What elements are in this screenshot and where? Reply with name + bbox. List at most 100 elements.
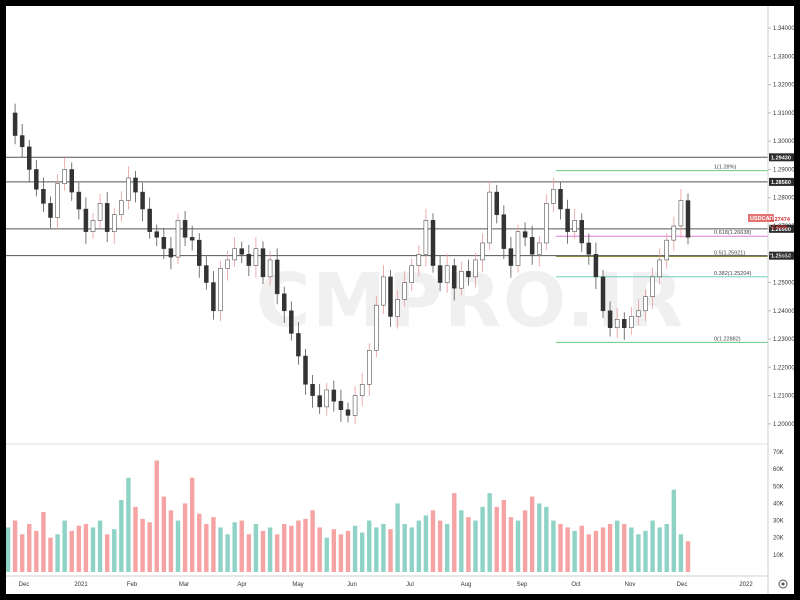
volume-bar [69,530,74,572]
candle-body [27,146,32,170]
settings-button[interactable] [778,579,788,589]
volume-bar [537,503,542,572]
volume-bar [296,520,301,572]
candle-body [508,248,514,266]
price-tick-label: 1.31000 [773,111,794,117]
volume-bar [246,534,252,572]
volume-bar [593,530,599,572]
candle-body [225,259,230,269]
candle-body [267,259,273,278]
candle-body [317,395,322,408]
level-badge [769,224,794,233]
volume-bar [657,527,662,572]
price-tick-label: 1.27000 [773,224,794,230]
volume-bar [175,520,181,572]
horizontal-levels: 1.29430 1.28560 1.26900 1.25950 [6,153,794,260]
candle-body [600,276,606,312]
candle-body [296,333,301,357]
candle-body [232,248,237,261]
candle-body [558,189,563,210]
candle-body [459,270,464,289]
volume-bar [685,541,691,572]
price-tick-label: 1.34000 [773,26,794,32]
volume-bar [572,530,577,572]
volume-bar [650,520,655,572]
time-tick-label: Sep [517,582,528,588]
volume-bar [133,506,138,572]
candle-body [62,169,67,184]
candle-body [189,237,195,241]
candle-body [331,389,337,402]
price-tick-label: 1.24000 [773,309,794,315]
symbol-badge[interactable]: USDCAD 1.27474 -2.00% [748,214,791,231]
price-chart[interactable]: CMPRO.IR 1.29430 1.28560 1.26900 1.25950 1(… [6,6,794,594]
candles [12,103,691,425]
time-tick-label: Dec [677,582,688,588]
volume-bar [678,534,684,572]
volume-bar [232,522,237,572]
candle-body [246,254,252,266]
volume-bar [345,530,351,572]
candle-body [338,401,344,410]
volume-bar [565,527,570,572]
candle-body [572,220,577,232]
candle-body [104,203,110,232]
candle-body [218,268,223,312]
fib-label: 1(1.28%) [714,165,736,171]
candle-body [133,177,138,193]
volume-bar [211,517,216,572]
volume-bar [544,506,549,572]
volume-axis: 70K 60K 50K 40K 30K 20K 10K [773,450,784,559]
volume-bar [579,525,584,572]
candle-body [352,395,358,416]
volume-bar [459,510,464,572]
candle-body [671,225,677,241]
volume-tick-label: 70K [773,450,784,456]
candle-body [126,177,131,201]
candle-body [529,237,535,255]
candle-body [622,319,627,329]
candle-body [154,231,159,238]
volume-bar [324,537,329,572]
candle-body [678,200,684,227]
time-axis: Dec 2021 Feb Mar Apr May Jun Jul Aug Sep Oct Nov Dec… [19,582,754,588]
candle-body [175,220,181,258]
volume-bar [473,520,478,572]
candle-body [551,189,556,204]
price-tick-label: 1.32000 [773,83,794,89]
candle-body [41,189,46,204]
candle-body [197,239,202,266]
price-tick-label: 1.33000 [773,54,794,60]
volume-tick-label: 20K [773,536,784,542]
price-tick-label: 1.30000 [773,139,794,145]
candle-body [501,214,507,249]
time-tick-label: Apr [237,582,246,588]
symbol-price: 1.27474 [770,217,791,223]
volume-bar [607,524,613,572]
candle-body [402,282,407,300]
volume-tick-label: 50K [773,484,784,490]
volume-bar [62,520,67,572]
volume-bar [671,489,677,572]
volume-bar [310,510,315,572]
volume-bar [381,524,386,572]
volume-bar [267,527,273,572]
candle-body [409,265,414,283]
volume-bar [664,524,669,572]
volume-bar [409,527,414,572]
candle-body [494,191,499,215]
candle-body [643,296,648,312]
volume-bar [551,520,556,572]
candle-body [565,208,570,232]
volume-bar [643,530,648,572]
price-tick-label: 1.20000 [773,422,794,428]
candle-body [83,208,89,232]
candle-body [324,389,329,408]
candle-body [444,265,450,283]
candle-body [629,316,634,329]
candle-body [579,220,584,244]
gear-icon-center [781,582,785,586]
volume-bar [55,534,60,572]
candle-body [522,231,528,238]
candle-body [650,276,655,297]
